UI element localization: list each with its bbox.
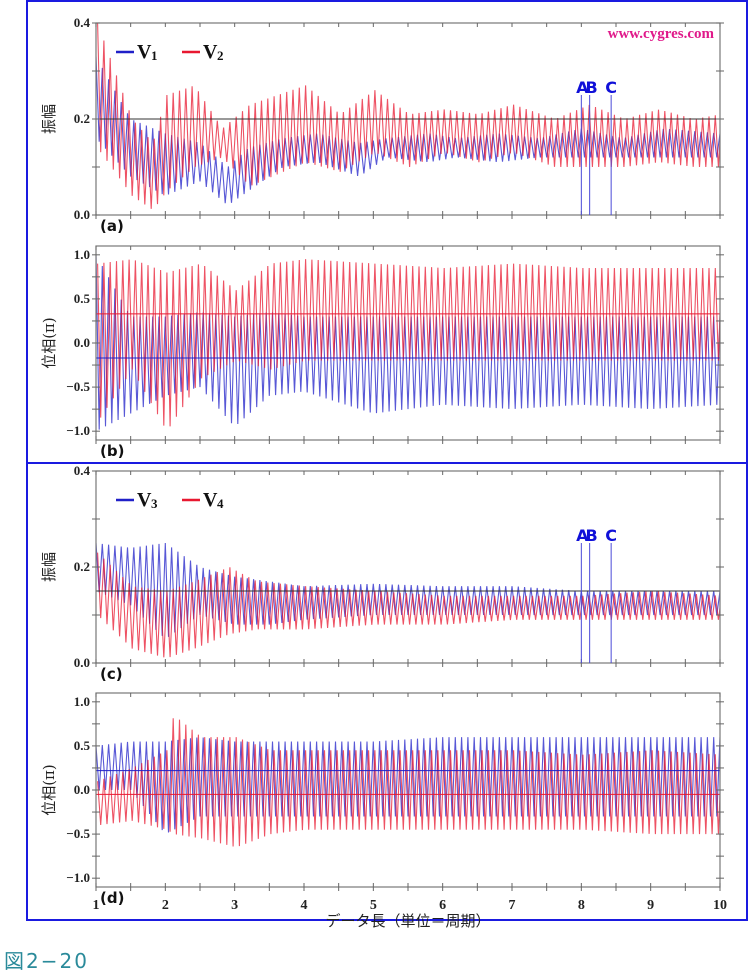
legend-subscript: 2 xyxy=(217,48,224,63)
legend-label: V xyxy=(137,489,152,511)
y-axis-label: 位相(π) xyxy=(40,317,58,369)
x-tick-label: 6 xyxy=(439,898,446,913)
legend-label: V xyxy=(203,41,218,63)
y-tick-label: 0.0 xyxy=(74,207,90,222)
series-line-v3 xyxy=(96,542,720,637)
figure-caption: 図2−20 xyxy=(4,949,89,973)
y-tick-label: 1.0 xyxy=(74,247,90,262)
series-group xyxy=(96,254,720,430)
y-tick-label: 0.4 xyxy=(74,463,91,478)
y-tick-label: 0.2 xyxy=(74,111,90,126)
panel-label: (a) xyxy=(100,217,124,235)
panel-c: 0.00.20.4振幅(c)V 3 V 4AB C xyxy=(40,463,724,683)
watermark: www.cygres.com xyxy=(608,26,715,42)
y-tick-label: 1.0 xyxy=(74,694,90,709)
series-line-v4 xyxy=(97,718,720,847)
y-tick-label: 0.5 xyxy=(74,291,91,306)
marker-label-a: A xyxy=(576,526,589,545)
y-tick-label: 0.0 xyxy=(74,782,90,797)
x-tick-label: 2 xyxy=(162,898,169,913)
upper-frame xyxy=(26,0,748,464)
panel-d: −1.0 −0.5 0.0 0.5 1.0 1 2 3 4 5 6 7 8 9 10 データ長（単位＝周期） 位… xyxy=(40,692,727,930)
x-tick-label: 10 xyxy=(713,898,727,913)
marker-label-a: A xyxy=(576,78,589,97)
x-tick-label: 4 xyxy=(301,898,308,913)
y-axis-label: 位相(π) xyxy=(40,764,58,816)
legend-subscript: 3 xyxy=(151,496,158,511)
x-tick-label: 8 xyxy=(578,898,585,913)
marker-label-c: C xyxy=(605,78,617,97)
y-tick-label: 0.0 xyxy=(74,335,90,350)
panel-b: −1.0 −0.5 0.0 0.5 1.0 位相(π) (b) xyxy=(40,245,724,460)
series-group xyxy=(96,542,720,658)
y-axis-label: 振幅 xyxy=(40,104,58,134)
x-tick-label: 5 xyxy=(370,898,377,913)
legend-subscript: 4 xyxy=(217,496,224,511)
x-axis-label: データ長（単位＝周期） xyxy=(325,912,490,930)
panel-a: 0.00.20.4振幅(a)V 1 V 2AB C xyxy=(40,15,724,235)
series-line-v2 xyxy=(97,259,720,427)
panel-label: (c) xyxy=(100,665,123,683)
y-tick-label: 0.4 xyxy=(74,15,91,30)
legend-subscript: 1 xyxy=(151,48,158,63)
panel-label: (b) xyxy=(100,442,124,460)
y-tick-label: −1.0 xyxy=(66,423,90,438)
marker-label-b: B xyxy=(586,78,598,97)
y-tick-label: −1.0 xyxy=(66,870,90,885)
marker-label-c: C xyxy=(605,526,617,545)
y-tick-label: −0.5 xyxy=(66,379,90,394)
y-axis-label: 振幅 xyxy=(40,552,58,582)
x-tick-label: 1 xyxy=(93,898,100,913)
series-line-v4 xyxy=(97,552,720,658)
x-tick-label: 3 xyxy=(231,898,238,913)
series-line-v1 xyxy=(96,56,720,204)
x-tick-label: 7 xyxy=(509,898,516,913)
lower-frame xyxy=(26,462,748,921)
panel-label: (d) xyxy=(100,889,124,907)
x-tick-label: 9 xyxy=(647,898,654,913)
series-group xyxy=(96,718,720,847)
series-group xyxy=(96,23,720,209)
legend-label: V xyxy=(137,41,152,63)
marker-label-b: B xyxy=(586,526,598,545)
legend-label: V xyxy=(203,489,218,511)
y-tick-label: 0.5 xyxy=(74,738,91,753)
y-tick-label: −0.5 xyxy=(66,826,90,841)
y-tick-label: 0.0 xyxy=(74,655,90,670)
y-tick-label: 0.2 xyxy=(74,559,90,574)
series-line-v2 xyxy=(97,23,720,209)
